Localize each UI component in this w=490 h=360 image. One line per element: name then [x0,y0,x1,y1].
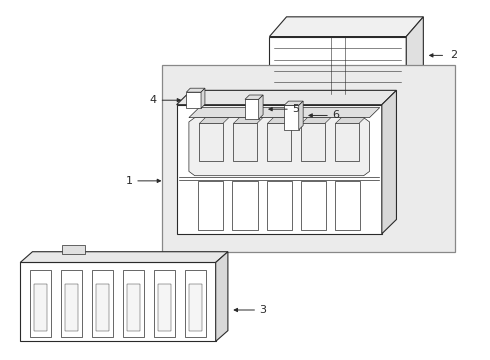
Bar [127,284,140,331]
Polygon shape [245,99,259,119]
Polygon shape [267,181,292,230]
Polygon shape [301,118,331,123]
Polygon shape [233,123,257,161]
Polygon shape [233,118,263,123]
Polygon shape [301,181,326,230]
Polygon shape [216,252,228,341]
Polygon shape [259,95,263,119]
Bar [34,284,47,331]
Polygon shape [268,118,297,123]
Polygon shape [284,101,303,105]
Bar [92,270,113,337]
Polygon shape [232,181,258,230]
Bar [162,65,455,252]
Bar [122,270,144,337]
Polygon shape [268,123,291,161]
Polygon shape [335,181,361,230]
Bar [62,245,85,253]
Polygon shape [336,118,365,123]
Polygon shape [358,66,396,94]
Bar [189,284,202,331]
Bar [158,284,171,331]
Bar [61,270,82,337]
Polygon shape [189,108,380,118]
Polygon shape [198,181,223,230]
Polygon shape [20,262,216,341]
Polygon shape [245,95,263,99]
Text: 3: 3 [260,305,267,315]
Text: 1: 1 [125,176,133,186]
Polygon shape [406,17,423,94]
Polygon shape [301,123,325,161]
Polygon shape [186,92,201,108]
Polygon shape [176,105,382,234]
Polygon shape [199,123,223,161]
Text: 5: 5 [293,104,299,114]
Polygon shape [270,37,406,94]
Polygon shape [201,88,205,108]
Bar [30,270,51,337]
Text: 4: 4 [150,95,157,105]
Polygon shape [199,118,229,123]
Bar [154,270,175,337]
Bar [96,284,109,331]
Text: 6: 6 [332,111,340,121]
Bar [65,284,78,331]
Polygon shape [382,90,396,234]
Polygon shape [20,252,228,262]
Polygon shape [299,101,303,130]
Bar [185,270,206,337]
Polygon shape [176,90,396,105]
Polygon shape [189,118,369,176]
Polygon shape [284,105,299,130]
Polygon shape [270,17,423,37]
Text: 2: 2 [450,50,457,60]
Polygon shape [336,123,359,161]
Polygon shape [186,88,205,92]
